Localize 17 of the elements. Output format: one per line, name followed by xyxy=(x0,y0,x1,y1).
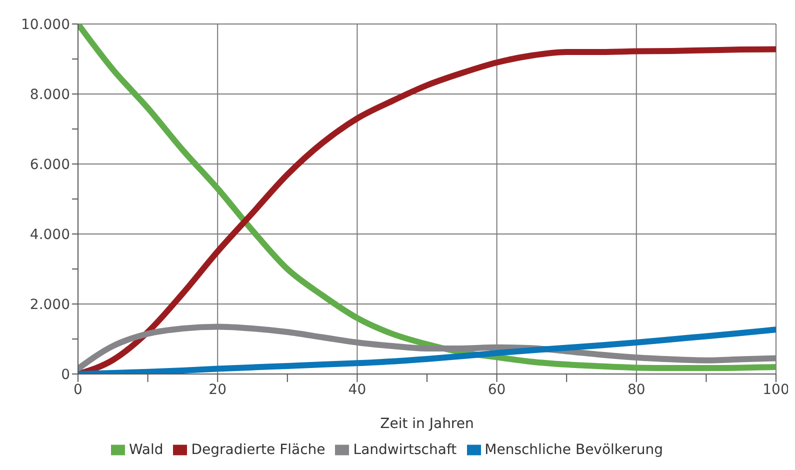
legend-label: Degradierte Fläche xyxy=(191,442,326,458)
legend-label: Menschliche Bevölkerung xyxy=(484,442,664,458)
y-tick-label: 10.000 xyxy=(21,16,70,33)
x-tick-label: 20 xyxy=(208,382,227,398)
legend-label: Wald xyxy=(128,442,164,458)
x-tick-label: 60 xyxy=(488,382,506,398)
y-tick-label: 2.000 xyxy=(30,296,70,313)
legend-label: Landwirtschaft xyxy=(353,442,457,458)
x-tick-label: 0 xyxy=(74,382,82,398)
x-tick-label: 80 xyxy=(627,382,646,398)
y-tick-label: 6.000 xyxy=(30,156,70,173)
x-tick-label: 100 xyxy=(762,382,790,398)
y-tick-label: 0 xyxy=(61,366,70,383)
y-tick-label: 8.000 xyxy=(30,86,70,103)
x-axis-title: Zeit in Jahren xyxy=(380,416,474,432)
y-tick-label: 4.000 xyxy=(30,226,70,243)
x-tick-label: 40 xyxy=(348,382,366,398)
